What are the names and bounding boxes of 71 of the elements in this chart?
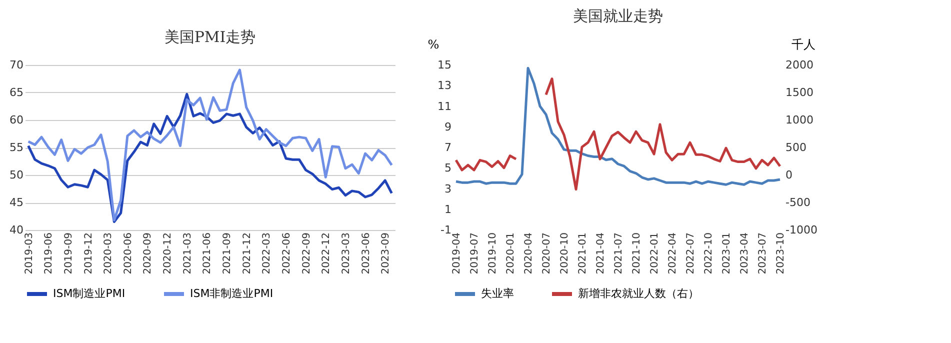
- x-tick-label: 2019-07: [470, 232, 480, 274]
- chart-title: 美国就业走势: [573, 7, 663, 25]
- x-tick-label: 2019-06: [44, 232, 55, 274]
- y2-tick-label: 500: [786, 141, 806, 154]
- y2-tick-label: 2000: [786, 58, 814, 72]
- y-tick-label: 11: [438, 100, 452, 113]
- x-tick-label: 2023-09: [380, 232, 392, 274]
- x-tick-label: 2021-09: [222, 232, 234, 274]
- line-series: [27, 68, 393, 222]
- x-tick-label: 2023-06: [360, 232, 372, 274]
- x-tick-label: 2021-03: [182, 232, 194, 274]
- x-tick-label: 2019-12: [83, 232, 94, 274]
- x-tick-label: 2023-07: [758, 232, 768, 274]
- y-tick-label: 7: [444, 141, 452, 154]
- y-tick-label: 70: [10, 58, 24, 72]
- y-tick-label: -1: [440, 224, 452, 236]
- x-tick-label: 2020-10: [560, 232, 570, 274]
- x-tick-label: 2020-03: [103, 232, 114, 274]
- x-tick-label: 2019-10: [488, 232, 498, 274]
- legend-label: 新增非农就业人数（右）: [578, 287, 699, 300]
- y-axis-title: %: [428, 38, 440, 52]
- y2-tick-label: 1000: [786, 114, 814, 126]
- y-tick-label: 5: [444, 162, 452, 175]
- x-tick-label: 2022-01: [650, 232, 660, 274]
- y-tick-label: 65: [10, 86, 24, 99]
- chart-title: 美国PMI走势: [164, 28, 256, 46]
- x-tick-label: 2022-04: [668, 232, 678, 274]
- x-tick-label: 2022-09: [301, 232, 312, 274]
- x-tick-label: 2023-10: [776, 232, 786, 274]
- x-tick-label: 2020-06: [122, 232, 134, 274]
- line-series: [27, 92, 393, 223]
- y2-tick-label: -1000: [786, 224, 818, 236]
- x-tick-label: 2021-07: [614, 232, 624, 274]
- y-tick-label: 13: [438, 79, 452, 92]
- x-tick-label: 2020-07: [542, 232, 552, 274]
- x-tick-label: 2022-07: [686, 232, 696, 274]
- x-tick-label: 2021-06: [202, 232, 214, 274]
- x-tick-label: 2020-01: [506, 232, 516, 274]
- x-tick-label: 2021-04: [596, 232, 606, 274]
- x-tick-label: 2022-12: [321, 232, 332, 274]
- x-tick-label: 2020-04: [524, 232, 534, 274]
- x-tick-label: 2020-09: [142, 232, 154, 274]
- y2-tick-label: -500: [786, 196, 810, 209]
- legend-label: ISM非制造业PMI: [190, 287, 274, 300]
- y2-tick-label: 0: [786, 168, 792, 182]
- x-tick-label: 2021-12: [242, 232, 253, 274]
- y-tick-label: 50: [10, 168, 24, 182]
- y-tick-label: 45: [10, 196, 24, 209]
- y2-axis-title: 千人: [792, 38, 816, 52]
- y-tick-label: 9: [444, 120, 452, 134]
- y2-tick-label: 1500: [786, 86, 814, 99]
- y-tick-label: 1: [444, 202, 452, 216]
- x-tick-label: 2019-04: [452, 232, 462, 274]
- x-tick-label: 2023-01: [722, 232, 732, 274]
- x-tick-label: 2023-04: [740, 232, 750, 274]
- legend-label: ISM制造业PMI: [53, 287, 126, 300]
- x-tick-label: 2023-03: [340, 232, 352, 274]
- x-tick-label: 2019-03: [24, 232, 35, 274]
- y-tick-label: 60: [10, 114, 24, 126]
- y-tick-label: 3: [444, 182, 452, 196]
- x-tick-label: 2020-12: [162, 232, 174, 274]
- x-tick-label: 2021-01: [578, 232, 588, 274]
- x-tick-label: 2021-10: [632, 232, 642, 274]
- x-tick-label: 2019-09: [63, 232, 74, 274]
- x-tick-label: 2022-06: [281, 232, 292, 274]
- y-tick-label: 15: [438, 58, 452, 72]
- x-tick-label: 2022-03: [262, 232, 273, 274]
- x-tick-label: 2022-10: [704, 232, 714, 274]
- y-tick-label: 40: [10, 224, 24, 236]
- y-tick-label: 55: [10, 141, 24, 154]
- legend-label: 失业率: [481, 287, 514, 300]
